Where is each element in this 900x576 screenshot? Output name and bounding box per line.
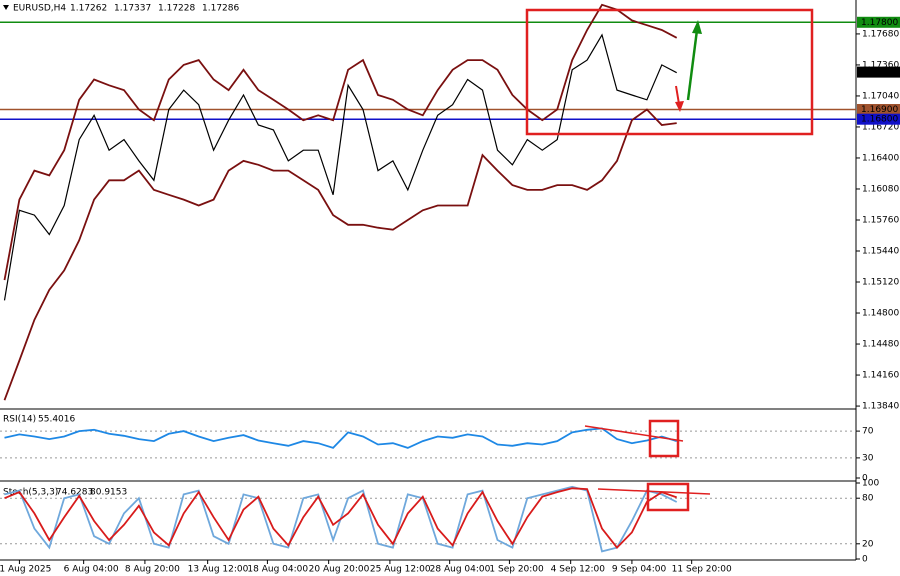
y-tick-label: 70 bbox=[862, 427, 874, 437]
stoch-readout: 74.6283 bbox=[56, 488, 93, 498]
price-level-tag bbox=[857, 16, 900, 28]
y-tick-label: 100 bbox=[862, 479, 879, 489]
y-tick-label: 80 bbox=[862, 494, 874, 504]
series-line bbox=[3, 108, 677, 401]
divergence-line bbox=[597, 488, 711, 495]
x-tick-label: 4 Sep 12:00 bbox=[551, 565, 606, 575]
y-tick-label: 1.15440 bbox=[862, 247, 899, 257]
y-tick-label: 1.17680 bbox=[862, 29, 899, 39]
symbol-menu-icon[interactable] bbox=[3, 5, 9, 10]
y-tick-label: 20 bbox=[862, 539, 874, 549]
up-arrow bbox=[686, 29, 699, 101]
x-tick-label: 20 Aug 20:00 bbox=[309, 565, 370, 575]
y-tick-label: 1.15120 bbox=[862, 278, 899, 288]
y-tick-label: 30 bbox=[862, 453, 874, 463]
down-arrow bbox=[675, 85, 680, 105]
y-tick-label: 1.17040 bbox=[862, 91, 899, 101]
y-tick-label: 1.14160 bbox=[862, 371, 899, 381]
x-tick-label: 9 Sep 04:00 bbox=[612, 565, 667, 575]
series-line bbox=[3, 3, 678, 281]
rsi-title: RSI(14) bbox=[3, 415, 36, 425]
y-tick-label: 1.14480 bbox=[862, 340, 899, 350]
price-level-label: 1.16800 bbox=[861, 115, 898, 125]
y-tick-label: 1.13840 bbox=[862, 402, 899, 412]
y-tick-label: 1.16080 bbox=[862, 184, 899, 194]
stoch-readout: 80.9153 bbox=[90, 488, 127, 498]
stoch-title: Stoch(5,3,3) bbox=[3, 488, 58, 498]
close-price: 1.17286 bbox=[202, 4, 239, 14]
divergence-line bbox=[584, 425, 684, 442]
highlight-box bbox=[525, 8, 814, 136]
price-level-label: 1.17800 bbox=[861, 18, 898, 28]
y-tick-label: 1.14800 bbox=[862, 309, 899, 319]
x-tick-label: 1 Sep 20:00 bbox=[489, 565, 544, 575]
x-tick-label: 8 Aug 20:00 bbox=[125, 565, 180, 575]
down-arrow-head bbox=[675, 101, 684, 112]
x-tick-label: 6 Aug 04:00 bbox=[64, 565, 119, 575]
highlight-box bbox=[648, 419, 680, 458]
series-line bbox=[4, 487, 678, 549]
series-line bbox=[3, 33, 677, 301]
x-tick-label: 11 Sep 20:00 bbox=[672, 565, 732, 575]
annotations bbox=[525, 8, 814, 512]
y-tick-label: 1.16720 bbox=[862, 122, 899, 132]
x-tick-label: 18 Aug 04:00 bbox=[247, 565, 308, 575]
current-price-tag bbox=[857, 66, 900, 78]
x-tick-label: 13 Aug 12:00 bbox=[188, 565, 249, 575]
y-tick-label: 1.15760 bbox=[862, 215, 899, 225]
price-level-tag bbox=[857, 113, 900, 125]
price-level-label: 1.16900 bbox=[861, 105, 898, 115]
y-tick-label: 0 bbox=[862, 474, 868, 484]
up-arrow-head bbox=[692, 20, 702, 34]
high-price: 1.17337 bbox=[114, 4, 151, 14]
y-tick-label: 1.17360 bbox=[862, 60, 899, 70]
y-tick-label: 1.16400 bbox=[862, 153, 899, 163]
x-tick-label: 28 Aug 04:00 bbox=[430, 565, 491, 575]
y-tick-label: 0 bbox=[862, 555, 868, 565]
open-price: 1.17262 bbox=[70, 4, 107, 14]
rsi-readout: 55.4016 bbox=[38, 415, 75, 425]
x-tick-label: 25 Aug 12:00 bbox=[370, 565, 431, 575]
x-tick-label: 1 Aug 2025 bbox=[0, 565, 51, 575]
symbol-title: EURUSD,H4 bbox=[13, 4, 66, 14]
low-price: 1.17228 bbox=[158, 4, 195, 14]
highlight-box bbox=[646, 482, 690, 512]
plot-area: 1.17680 1.17360 1.17040 1.16720 1.16400 1.160… bbox=[0, 3, 900, 575]
price-level-tag bbox=[857, 104, 900, 116]
current-price-label: 1.17286 bbox=[861, 68, 898, 78]
series-line bbox=[4, 427, 677, 449]
